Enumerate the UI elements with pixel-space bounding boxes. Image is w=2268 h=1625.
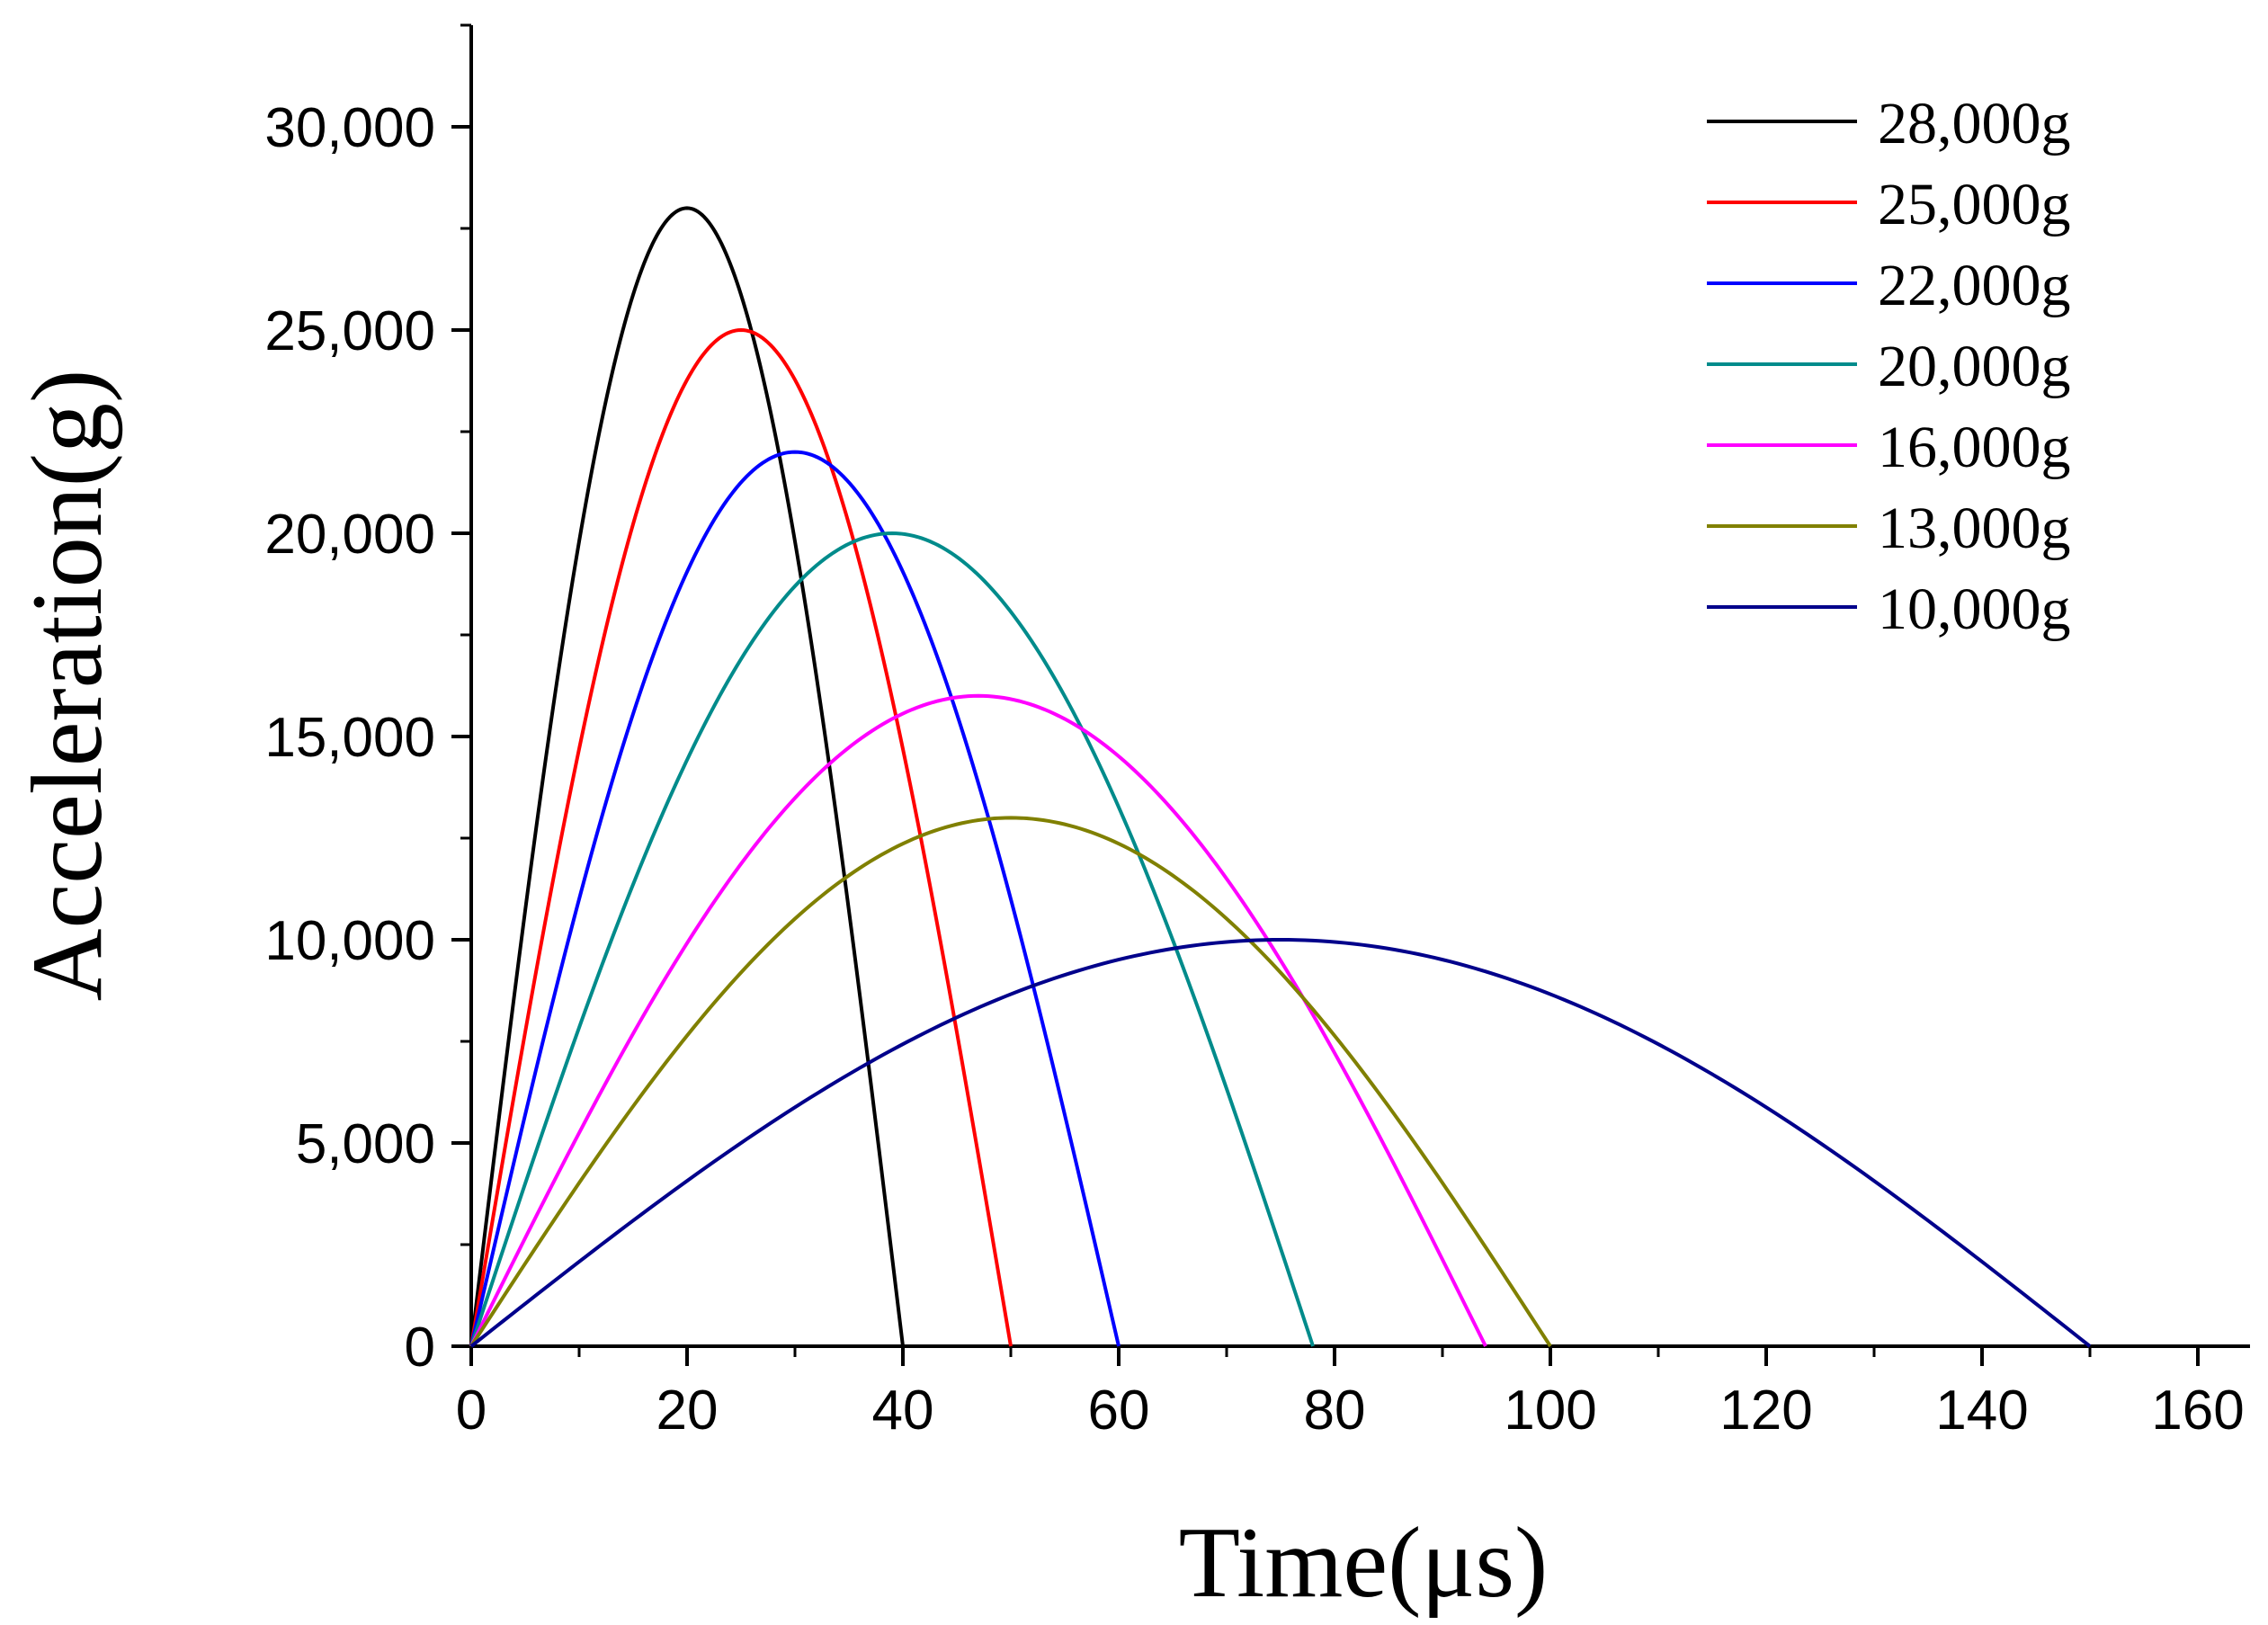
series-lines	[469, 206, 2092, 1348]
series-line	[469, 816, 1552, 1348]
y-tick-label: 25,000	[264, 300, 435, 362]
series-line	[469, 450, 1121, 1347]
x-tick-label: 120	[1719, 1379, 1812, 1442]
y-tick-label: 10,000	[264, 910, 435, 972]
x-tick-label: 20	[656, 1379, 719, 1442]
y-axis-title: Acceleration(g)	[12, 370, 123, 1002]
legend: 28,000g 25,000g 22,000g 20,000g 16,000g 13,00…	[1707, 91, 2071, 642]
y-tick-label: 5,000	[296, 1113, 435, 1175]
x-tick-label: 140	[1935, 1379, 2028, 1442]
legend-label: 16,000g	[1878, 415, 2071, 480]
x-tick-label: 0	[456, 1379, 487, 1442]
legend-label: 28,000g	[1878, 91, 2071, 156]
x-tick-label: 80	[1304, 1379, 1366, 1442]
series-line	[469, 937, 2092, 1348]
series-line	[469, 327, 1013, 1347]
x-ticks: 0 20 40 60 80 100 120 140 160	[456, 1346, 2245, 1442]
x-tick-label: 60	[1088, 1379, 1150, 1442]
y-tick-label: 15,000	[264, 707, 435, 769]
y-tick-label: 20,000	[264, 504, 435, 566]
legend-label: 25,000g	[1878, 172, 2071, 237]
x-axis-title: Time(μs)	[1179, 1507, 1549, 1619]
legend-label: 13,000g	[1878, 496, 2071, 561]
y-tick-label: 30,000	[264, 97, 435, 159]
series-line	[469, 206, 905, 1347]
x-tick-label: 40	[872, 1379, 934, 1442]
y-ticks: 0 5,000 10,000 15,000 20,000 25,000 30,000	[264, 23, 471, 1379]
x-tick-label: 160	[2151, 1379, 2244, 1442]
x-tick-label: 100	[1504, 1379, 1596, 1442]
legend-label: 22,000g	[1878, 253, 2071, 318]
legend-label: 20,000g	[1878, 334, 2071, 399]
y-tick-label: 0	[405, 1317, 435, 1379]
series-line	[469, 531, 1315, 1347]
series-line	[469, 693, 1487, 1347]
legend-label: 10,000g	[1878, 576, 2071, 642]
